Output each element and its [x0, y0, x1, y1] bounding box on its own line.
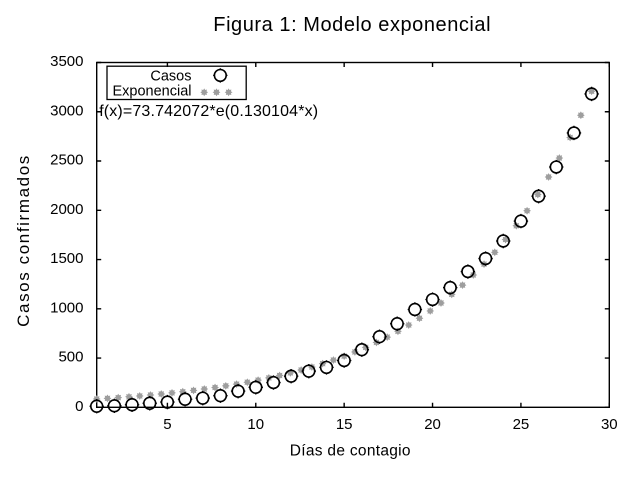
- svg-text:1500: 1500: [50, 250, 83, 267]
- svg-text:Casos confirmados: Casos confirmados: [14, 154, 33, 327]
- svg-text:0: 0: [75, 398, 83, 415]
- svg-text:3500: 3500: [50, 53, 83, 70]
- svg-text:2500: 2500: [50, 152, 83, 169]
- svg-text:3000: 3000: [50, 102, 83, 119]
- svg-text:1000: 1000: [50, 299, 83, 316]
- svg-text:Figura 1: Modelo exponencial: Figura 1: Modelo exponencial: [213, 14, 491, 36]
- svg-text:25: 25: [513, 416, 530, 433]
- svg-text:20: 20: [424, 416, 441, 433]
- svg-text:5: 5: [163, 416, 171, 433]
- svg-text:15: 15: [336, 416, 353, 433]
- svg-text:30: 30: [601, 416, 618, 433]
- svg-text:10: 10: [247, 416, 264, 433]
- svg-text:Casos: Casos: [150, 68, 191, 84]
- svg-text:Exponencial: Exponencial: [113, 84, 192, 100]
- svg-text:f(x)=73.742072*e(0.130104*x): f(x)=73.742072*e(0.130104*x): [99, 103, 318, 120]
- svg-text:Días de contagio: Días de contagio: [290, 443, 411, 460]
- svg-text:2000: 2000: [50, 201, 83, 218]
- svg-text:500: 500: [58, 349, 83, 366]
